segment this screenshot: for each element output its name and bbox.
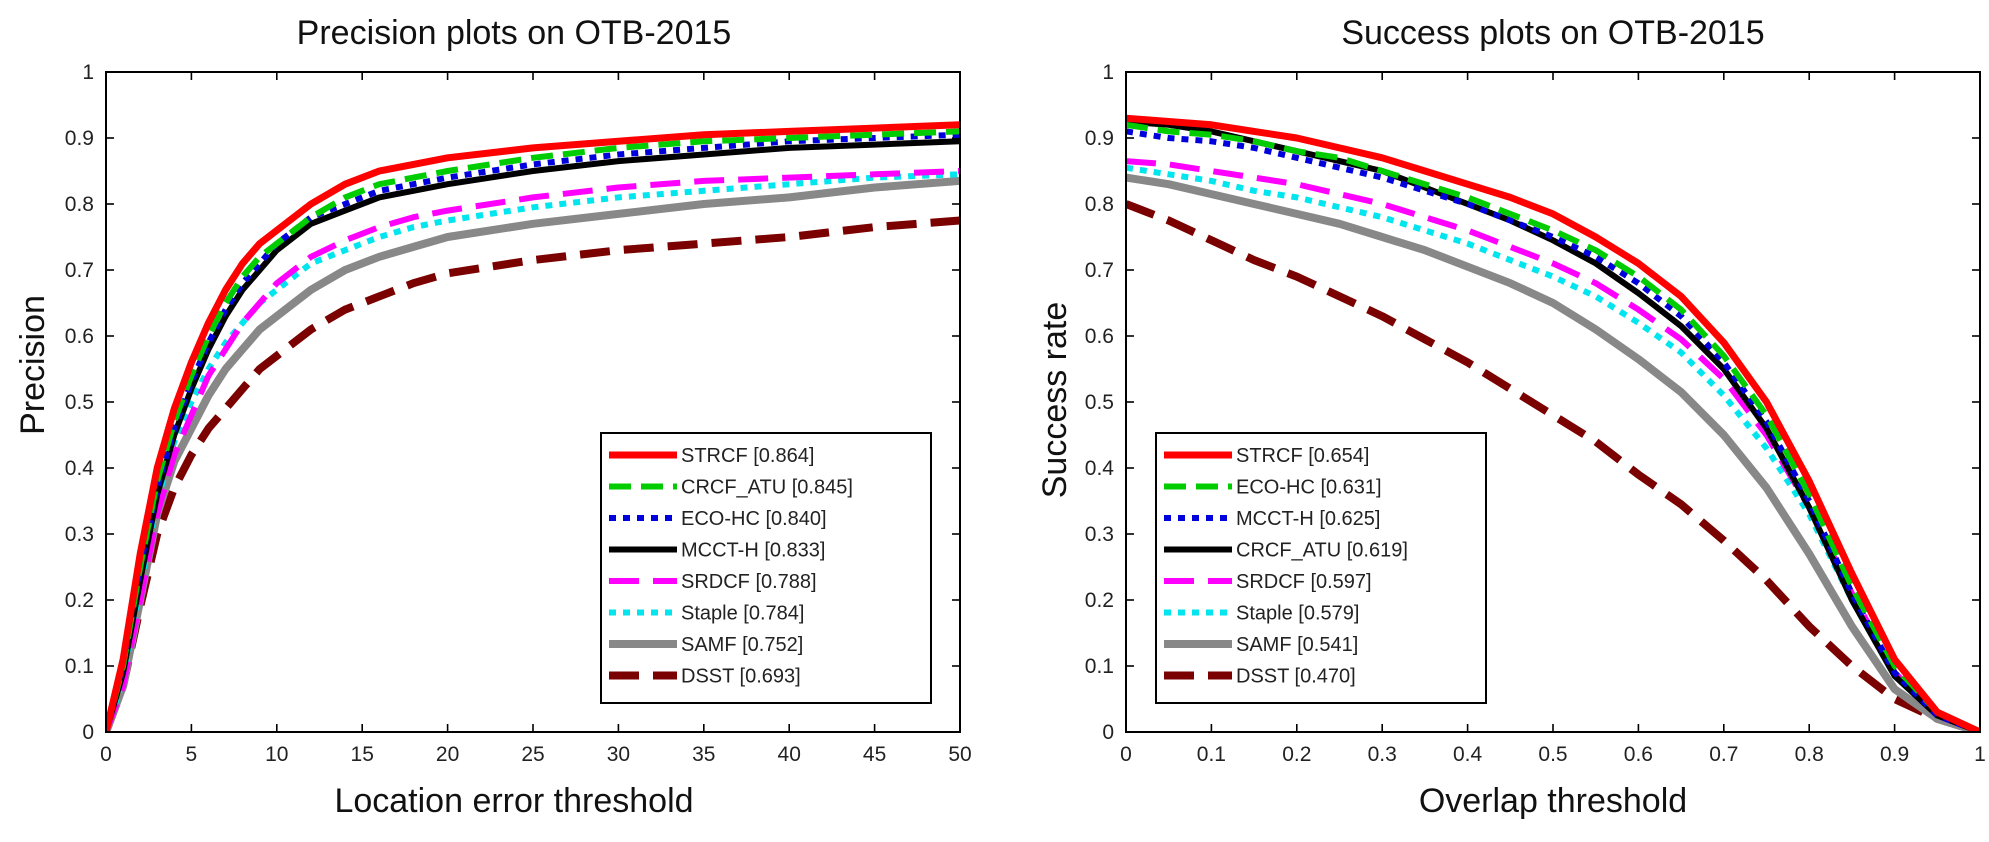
- success-series-strcf: [1126, 114, 1980, 732]
- success-legend-box: [1155, 432, 1487, 704]
- precision-series-dsst: [106, 216, 960, 732]
- precision-x-tick-label: 30: [607, 743, 630, 766]
- precision-x-axis-label: Location error threshold: [334, 782, 693, 820]
- success-x-tick-label: 0.3: [1368, 743, 1397, 766]
- success-series-group: [1126, 114, 1980, 732]
- success-y-tick-label: 0.8: [1085, 193, 1114, 216]
- success-legend-label-staple: Staple [0.579]: [1236, 603, 1359, 625]
- success-legend-label-srdcf: SRDCF [0.597]: [1236, 571, 1372, 593]
- success-legend-label-crcf-atu: CRCF_ATU [0.619]: [1236, 540, 1408, 562]
- precision-y-tick-label: 0.3: [65, 523, 94, 546]
- success-plot-area: [1125, 71, 1981, 733]
- precision-chart: Precision plots on OTB-2015 Location err…: [14, 14, 972, 820]
- success-x-tick-label: 0.8: [1795, 743, 1824, 766]
- precision-x-tick-label: 40: [778, 743, 801, 766]
- success-x-tick-label: 0.5: [1538, 743, 1567, 766]
- precision-x-tick-label: 15: [351, 743, 374, 766]
- success-x-tick-label: 0.1: [1197, 743, 1226, 766]
- precision-x-tick-label: 5: [186, 743, 198, 766]
- success-y-tick-label: 0: [1102, 721, 1114, 744]
- success-y-tick-label: 0.4: [1085, 457, 1115, 480]
- success-x-axis-label: Overlap threshold: [1419, 782, 1687, 820]
- precision-legend-box: [600, 432, 932, 704]
- success-y-tick-label: 0.6: [1085, 325, 1114, 348]
- precision-y-tick-label: 0.8: [65, 193, 94, 216]
- success-chart: Success plots on OTB-2015 Overlap thresh…: [1036, 14, 1986, 820]
- success-x-tick-label: 1: [1974, 743, 1986, 766]
- precision-y-tick-label: 0: [82, 721, 94, 744]
- precision-y-tick-label: 0.1: [65, 655, 94, 678]
- success-legend-label-eco-hc: ECO-HC [0.631]: [1236, 477, 1382, 499]
- precision-legend-label-strcf: STRCF [0.864]: [681, 445, 814, 467]
- precision-plot-area: [105, 71, 961, 733]
- success-x-tick-label: 0.9: [1880, 743, 1909, 766]
- success-series-staple: [1126, 164, 1980, 732]
- success-x-tick-label: 0: [1120, 743, 1132, 766]
- precision-series-samf: [106, 176, 960, 732]
- success-x-tick-label: 0.6: [1624, 743, 1653, 766]
- precision-legend: STRCF [0.864] CRCF_ATU [0.845] ECO-HC [0.8…: [600, 432, 932, 704]
- precision-legend-label-crcf-atu: CRCF_ATU [0.845]: [681, 477, 853, 499]
- precision-y-tick-label: 0.9: [65, 127, 94, 150]
- precision-x-tick-label: 25: [521, 743, 544, 766]
- precision-legend-label-srdcf: SRDCF [0.788]: [681, 571, 817, 593]
- success-series-srdcf: [1126, 158, 1980, 732]
- success-series-eco-hc: [1126, 121, 1980, 732]
- precision-legend-label-staple: Staple [0.784]: [681, 603, 804, 625]
- precision-series-mcct-h: [106, 138, 960, 732]
- success-legend-label-strcf: STRCF [0.654]: [1236, 445, 1369, 467]
- success-y-axis-label: Success rate: [1036, 302, 1074, 499]
- success-y-tick-label: 0.7: [1085, 259, 1114, 282]
- precision-series-crcf-atu: [106, 128, 960, 732]
- success-legend: STRCF [0.654] ECO-HC [0.631] MCCT-H [0.625…: [1155, 432, 1487, 704]
- precision-legend-label-mcct-h: MCCT-H [0.833]: [681, 540, 825, 562]
- precision-legend-label-samf: SAMF [0.752]: [681, 634, 803, 656]
- precision-x-tick-label: 20: [436, 743, 459, 766]
- success-y-tick-label: 0.1: [1085, 655, 1114, 678]
- precision-chart-title: Precision plots on OTB-2015: [297, 14, 732, 52]
- precision-y-tick-label: 1: [82, 61, 94, 84]
- precision-x-tick-label: 50: [948, 743, 971, 766]
- success-legend-label-samf: SAMF [0.541]: [1236, 634, 1358, 656]
- success-series-mcct-h: [1126, 128, 1980, 732]
- success-y-tick-label: 0.9: [1085, 127, 1114, 150]
- success-x-tick-label: 0.7: [1709, 743, 1738, 766]
- precision-series-group: [106, 121, 960, 732]
- success-series-dsst: [1126, 200, 1980, 732]
- success-x-tick-label: 0.4: [1453, 743, 1483, 766]
- precision-legend-label-eco-hc: ECO-HC [0.840]: [681, 508, 827, 530]
- precision-y-tick-label: 0.7: [65, 259, 94, 282]
- precision-x-tick-label: 10: [265, 743, 288, 766]
- precision-x-tick-label: 35: [692, 743, 715, 766]
- precision-axis-ticks: 0 5 10 15 20 25 30 35 40 45 50 0 0.1 0.2 0.3 0.4 0.5 0.6 0…: [65, 61, 972, 766]
- precision-legend-label-dsst: DSST [0.693]: [681, 666, 801, 688]
- precision-series-strcf: [106, 121, 960, 732]
- success-series-samf: [1126, 173, 1980, 732]
- success-y-tick-label: 1: [1102, 61, 1114, 84]
- precision-y-tick-label: 0.5: [65, 391, 94, 414]
- precision-x-tick-label: 45: [863, 743, 886, 766]
- success-legend-label-mcct-h: MCCT-H [0.625]: [1236, 508, 1380, 530]
- success-y-tick-label: 0.5: [1085, 391, 1114, 414]
- success-x-tick-label: 0.2: [1282, 743, 1311, 766]
- success-legend-label-dsst: DSST [0.470]: [1236, 666, 1356, 688]
- success-y-tick-label: 0.3: [1085, 523, 1114, 546]
- success-y-tick-label: 0.2: [1085, 589, 1114, 612]
- precision-y-axis-label: Precision: [14, 295, 52, 435]
- precision-y-tick-label: 0.4: [65, 457, 95, 480]
- precision-x-tick-label: 0: [100, 743, 112, 766]
- precision-y-tick-label: 0.2: [65, 589, 94, 612]
- success-chart-title: Success plots on OTB-2015: [1341, 14, 1764, 52]
- success-axis-ticks: 0 0.1 0.2 0.3 0.4 0.5 0.6 0.7 0.8 0.9 1 0 0.1 0.2 0.3 0…: [1085, 61, 1986, 766]
- precision-series-srdcf: [106, 168, 960, 732]
- precision-y-tick-label: 0.6: [65, 325, 94, 348]
